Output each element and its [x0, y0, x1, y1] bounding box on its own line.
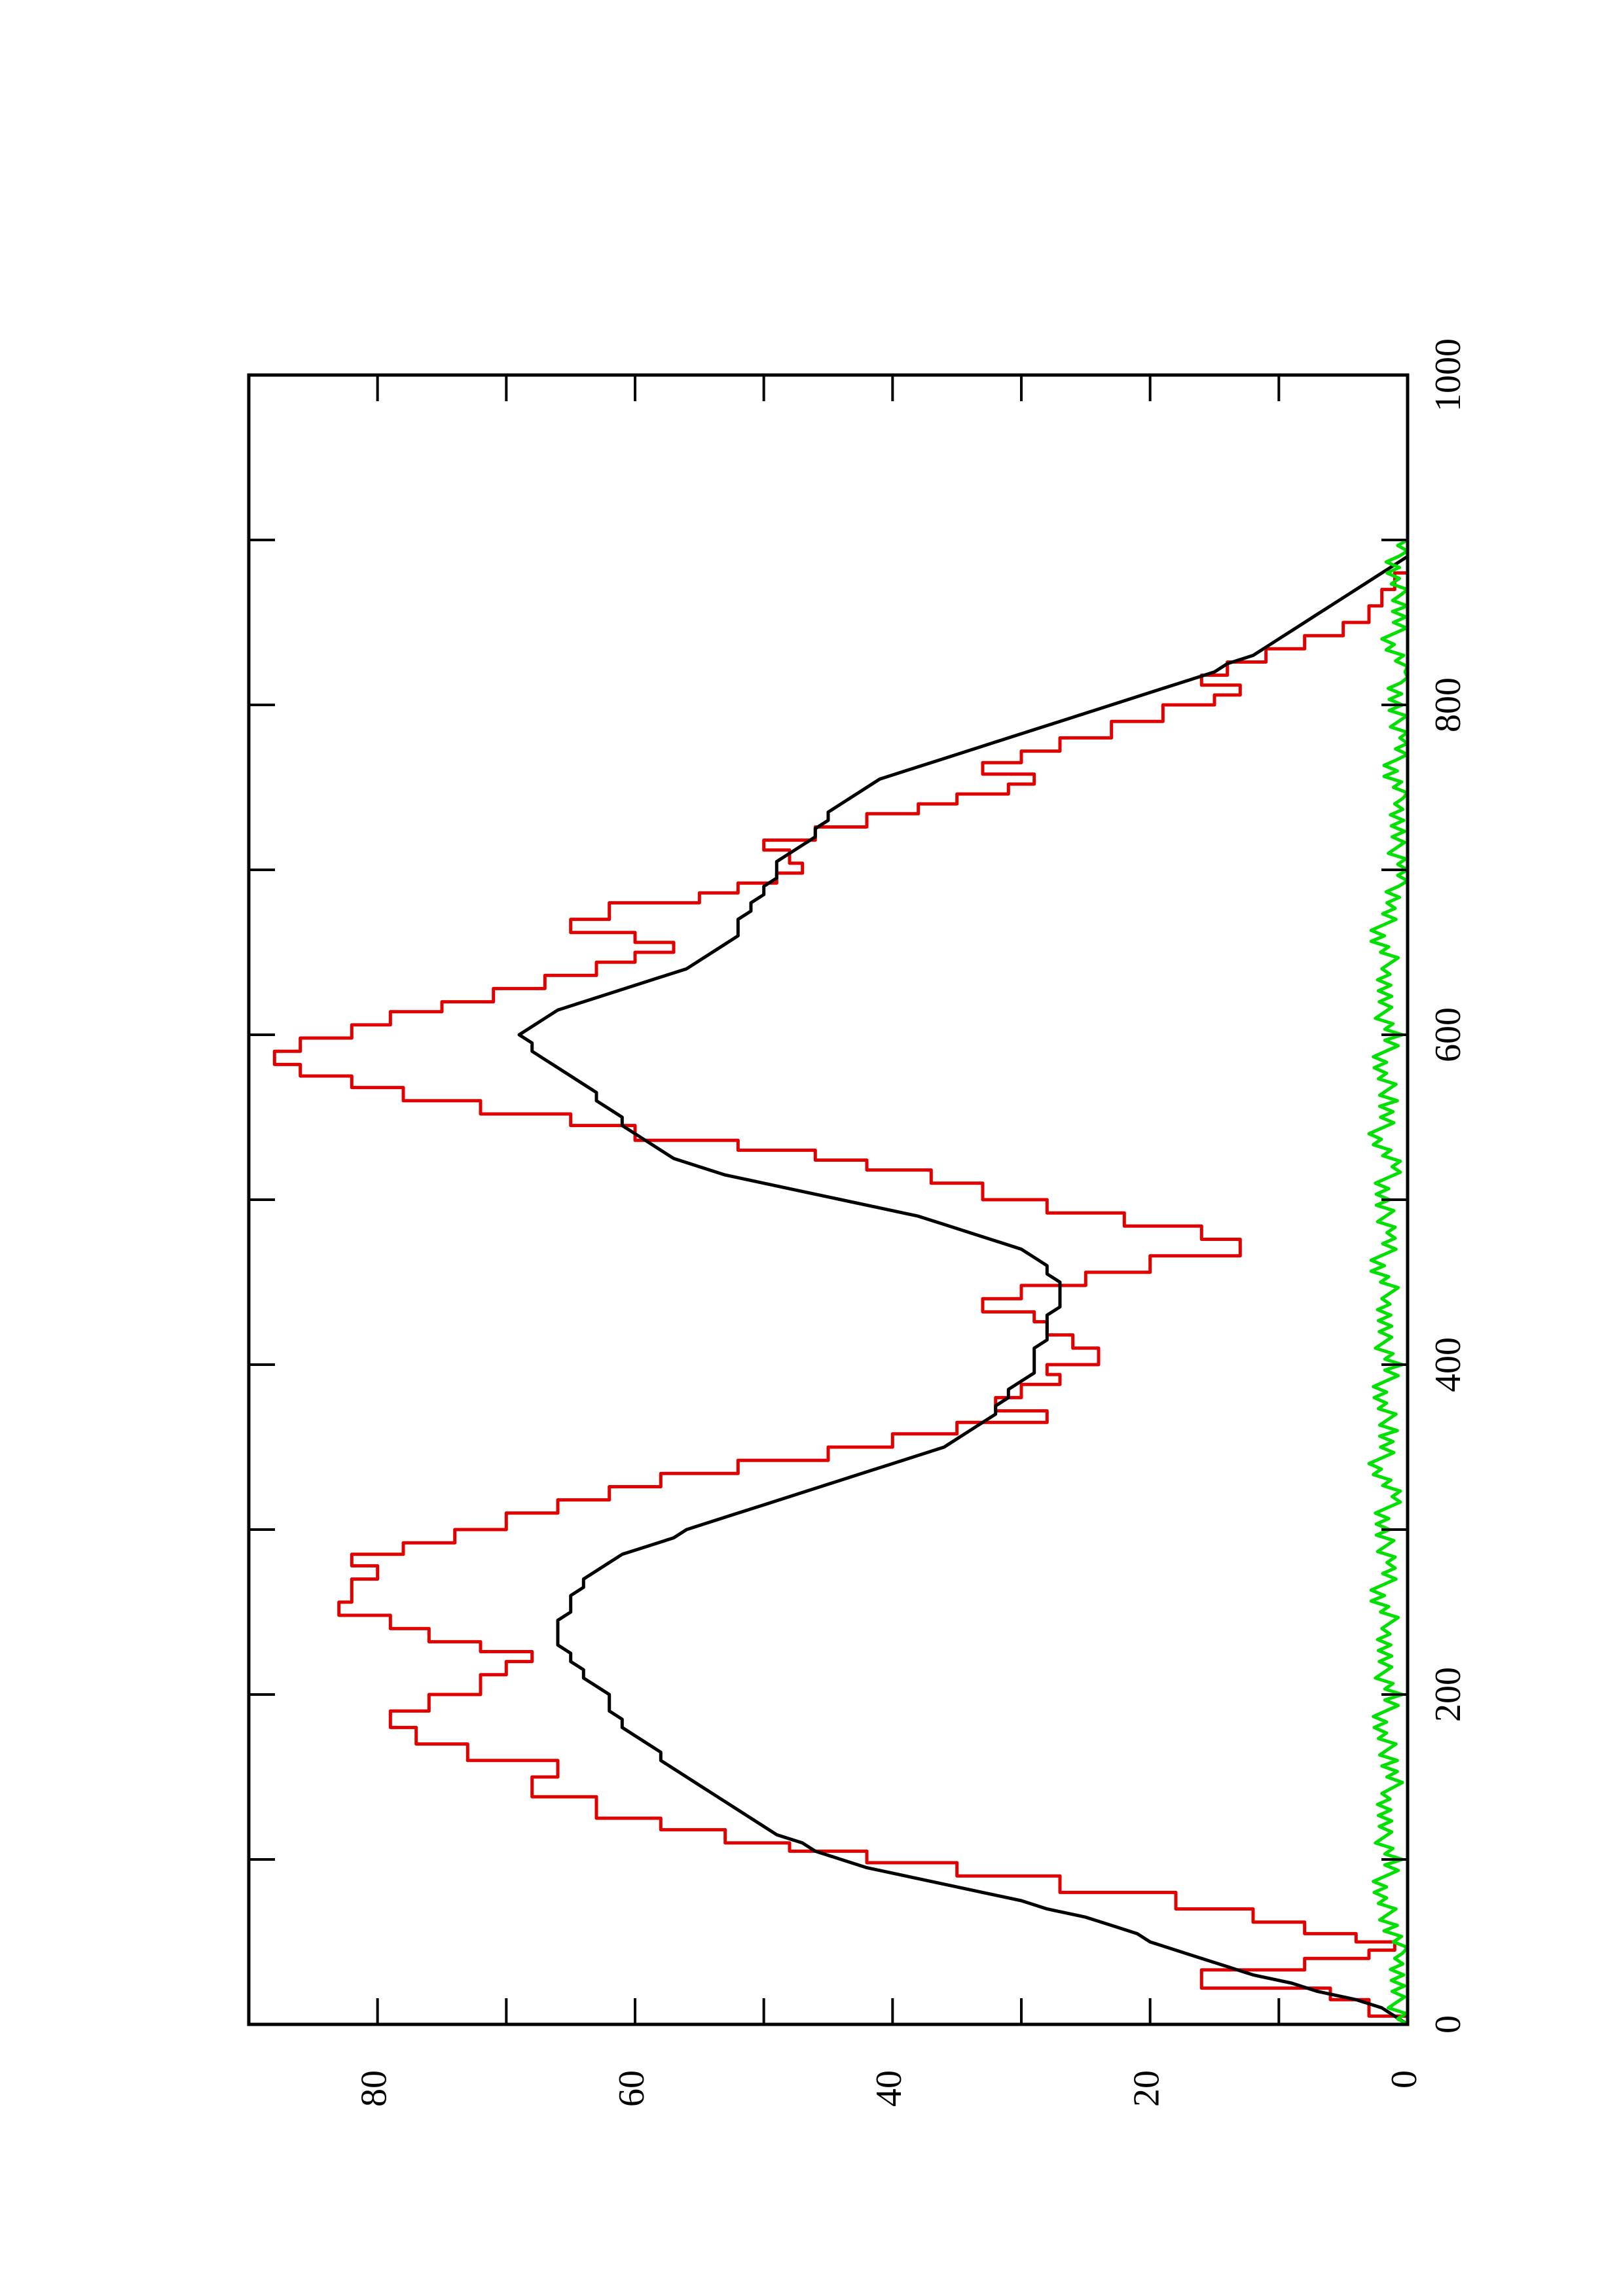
y-tick-label: 20 — [1127, 2070, 1167, 2107]
plot-frame — [247, 373, 1410, 2026]
y-tick-label: 80 — [354, 2070, 395, 2107]
series-group — [272, 538, 1410, 2026]
y-tick-label: 0 — [1384, 2070, 1425, 2089]
x-tick-label: 800 — [1428, 677, 1468, 732]
series-line-2 — [517, 538, 1410, 2026]
x-tick-label: 200 — [1428, 1667, 1468, 1722]
x-tick-label: 600 — [1428, 1007, 1468, 1062]
x-tick-label: 1000 — [1428, 338, 1468, 412]
x-tick-label: 400 — [1428, 1337, 1468, 1392]
x-tick-label: 0 — [1428, 2015, 1468, 2034]
series-line-1 — [272, 538, 1410, 2026]
y-tick-label: 60 — [611, 2070, 652, 2107]
y-tick-label: 40 — [869, 2070, 909, 2107]
axis-ticks: 0 200 400 600 800 1000 0 20 40 60 80 — [247, 338, 1468, 2107]
series-line-3 — [1367, 538, 1410, 2026]
